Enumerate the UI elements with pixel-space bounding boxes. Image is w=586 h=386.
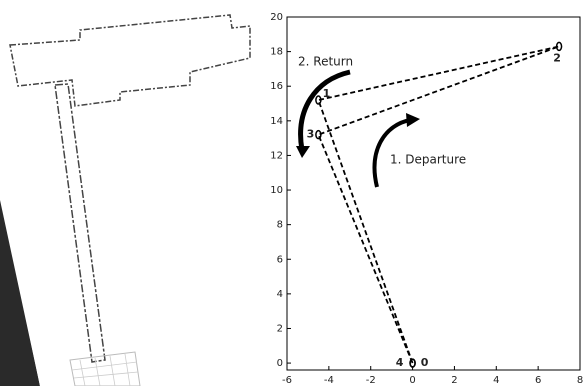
x-tick-label: 2	[451, 375, 457, 386]
x-tick-label: -2	[366, 375, 376, 386]
waypoint-marker	[557, 42, 562, 50]
y-tick-label: 8	[277, 220, 283, 231]
point-label: 0	[421, 356, 429, 369]
waypoint-marker	[316, 131, 321, 139]
annotation: 1. Departure	[390, 153, 466, 167]
point-label: 4	[396, 356, 404, 369]
map-image	[0, 0, 265, 386]
point-label: 3	[307, 128, 315, 141]
y-tick-label: 4	[277, 289, 283, 300]
departure-arrow-head	[406, 113, 420, 127]
y-tick-label: 14	[270, 116, 283, 127]
x-tick-label: -6	[282, 375, 292, 386]
trajectory-line	[318, 46, 559, 363]
point-label: 1	[323, 87, 331, 100]
y-tick-label: 10	[270, 185, 283, 196]
waypoint-marker	[316, 96, 321, 104]
x-tick-label: -4	[324, 375, 334, 386]
figure: 2. Return 1. Departure -6 -4 -2 0 2 4 6 8 0 2 4 6 8 1…	[0, 0, 586, 386]
point-label: 2	[553, 51, 561, 64]
x-tick-label: 8	[577, 375, 583, 386]
annotation: 2. Return	[298, 55, 353, 69]
x-tick-label: 4	[493, 375, 499, 386]
x-tick-label: 0	[409, 375, 415, 386]
y-tick-label: 6	[277, 254, 283, 265]
return-arrow-head	[296, 146, 310, 158]
y-tick-label: 2	[277, 323, 283, 334]
y-tick-label: 0	[277, 358, 283, 369]
y-tick-label: 12	[270, 150, 283, 161]
y-tick-label: 18	[270, 47, 283, 58]
map-background	[0, 0, 265, 386]
y-tick-label: 16	[270, 81, 283, 92]
plot-frame	[287, 17, 580, 370]
y-tick-label: 20	[270, 12, 283, 23]
x-tick-label: 6	[535, 375, 541, 386]
